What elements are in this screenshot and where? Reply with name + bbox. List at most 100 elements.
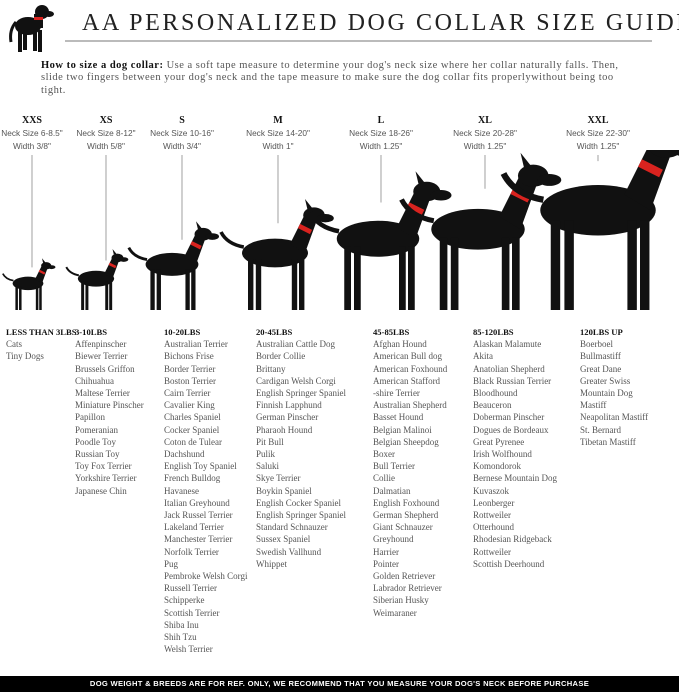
breed-item: Giant Schnauzer [373,522,433,533]
breed-item: Mountain Dog [580,388,633,399]
breed-item: Norfolk Terrier [164,546,219,557]
size-neck: Neck Size 14-20" [246,128,310,139]
weight-heading: 3-10LBS [75,327,107,337]
breed-item: Cocker Spaniel [164,424,220,435]
size-xs: XS Neck Size 8-12" Width 5/8" [61,115,151,152]
size-s: S Neck Size 10-16" Width 3/4" [137,115,227,152]
size-width: Width 1.25" [576,140,620,151]
size-width: Width 1" [262,140,294,151]
breed-item: Pembroke Welsh Corgi [164,571,248,582]
breed-item: Schipperke [164,595,205,606]
breed-item: Dogues de Bordeaux [473,424,549,435]
breed-item: Skye Terrier [256,473,301,484]
breed-item: Neapolitan Mastiff [580,412,649,423]
breed-column: LESS THAN 3LBS Cats Tiny Dogs [6,326,77,363]
dog-xs-silhouette [65,248,129,310]
size-xxl: XXL Neck Size 22-30" Width 1.25" [553,115,643,152]
intro-text: How to size a dog collar: Use a soft tap… [41,60,621,97]
size-neck: Neck Size 10-16" [150,128,214,139]
breed-item: American Foxhound [373,363,448,374]
breed-item: French Bulldog [164,473,221,484]
breed-item: Affenpinscher [75,339,127,350]
weight-heading: 85-120LBS [473,327,514,337]
breed-item: English Cocker Spaniel [256,497,341,508]
breed-item: Sussex Spaniel [256,534,311,545]
breed-item: Pharaoh Hound [256,424,313,435]
breed-item: English Foxhound [373,497,440,508]
breed-item: Italian Greyhound [164,497,230,508]
breed-column: 120LBS UP Boerboel Bullmastiff Great Dane Gr… [580,326,648,448]
title-divider [65,40,652,42]
size-width: Width 3/4" [163,140,201,151]
size-name: M [273,115,283,126]
size-neck: Neck Size 20-28" [453,128,517,139]
size-name: S [179,115,185,126]
breed-item: Pit Bull [256,436,284,447]
breed-item: Biewer Terrier [75,351,128,362]
size-neck: Neck Size 6-8.5" [1,128,63,139]
page-title: AA PERSONALIZED DOG COLLAR SIZE GUIDE [82,10,679,36]
breed-item: Coton de Tulear [164,436,223,447]
breed-item: St. Bernard [580,424,621,435]
breed-item: Border Terrier [164,363,216,374]
breed-item: Black Russian Terrier [473,375,552,386]
breed-item: Irish Wolfhound [473,449,532,460]
breed-item: Whippet [256,558,287,569]
size-neck: Neck Size 8-12" [76,128,136,139]
breed-item: Mastiff [580,400,607,411]
size-name: XXL [587,115,609,126]
breed-item: Boykin Spaniel [256,485,312,496]
breed-item: American Bull dog [373,351,442,362]
breed-item: Great Pyrenee [473,436,525,447]
breed-item: Pointer [373,558,399,569]
breed-item: Border Collie [256,351,306,362]
breed-item: Scottish Deerhound [473,558,545,569]
breed-column: 20-45LBS Australian Cattle Dog Border Coll… [256,326,346,570]
breed-item: Bloodhound [473,388,518,399]
intro-body: Use a soft tape measure to determine you… [41,60,619,96]
breed-item: Siberian Husky [373,595,429,606]
size-name: XXS [21,115,42,126]
weight-heading: 10-20LBS [164,327,201,337]
breed-item: Brussels Griffon [75,363,135,374]
breed-item: Golden Retriever [373,571,436,582]
breed-item: Belgian Malinoi [373,424,432,435]
breed-item: Japanese Chin [75,485,127,496]
breed-item: Shih Tzu [164,632,197,643]
breed-item: Basset Hound [373,412,424,423]
breed-item: Finnish Lapphund [256,400,322,411]
breed-item: Brittany [256,363,286,374]
breed-item: Leonberger [473,497,515,508]
breed-item: Scottish Terrier [164,607,220,618]
breed-item: English Toy Spaniel [164,461,237,472]
breed-item: Afghan Hound [373,339,427,350]
breed-item: Labrador Retriever [373,583,442,594]
breed-item: Toy Fox Terrier [75,461,132,472]
breed-item: Swedish Vallhund [256,546,322,557]
breed-item: Cardigan Welsh Corgi [256,375,336,386]
breed-item: Miniature Pinscher [75,400,144,411]
breed-item: Bull Terrier [373,461,415,472]
breed-item: Alaskan Malamute [473,339,542,350]
breed-item: Poodle Toy [75,436,116,447]
breed-item: Papillon [75,412,106,423]
breed-item: Rhodesian Ridgeback [473,534,552,545]
size-neck: Neck Size 22-30" [566,128,630,139]
breed-column: 3-10LBS Affenpinscher Biewer Terrier Brusse… [75,326,144,497]
breed-item: Great Dane [580,363,622,374]
size-width: Width 5/8" [87,140,125,151]
size-name: L [377,115,385,126]
breed-item: Yorkshire Terrier [75,473,137,484]
breed-item: Manchester Terrier [164,534,233,545]
breed-column: 45-85LBS Afghan Hound American Bull dog Ame… [373,326,447,619]
breed-item: Standard Schnauzer [256,522,328,533]
breed-item: Shiba Inu [164,619,199,630]
breed-item: Anatolian Shepherd [473,363,545,374]
breed-item: Chihuahua [75,375,114,386]
size-name: XL [478,115,492,126]
breed-item: Welsh Terrier [164,644,213,655]
weight-heading: 45-85LBS [373,327,410,337]
breed-item: Maltese Terrier [75,388,130,399]
breed-item: Jack Russel Terrier [164,510,233,521]
